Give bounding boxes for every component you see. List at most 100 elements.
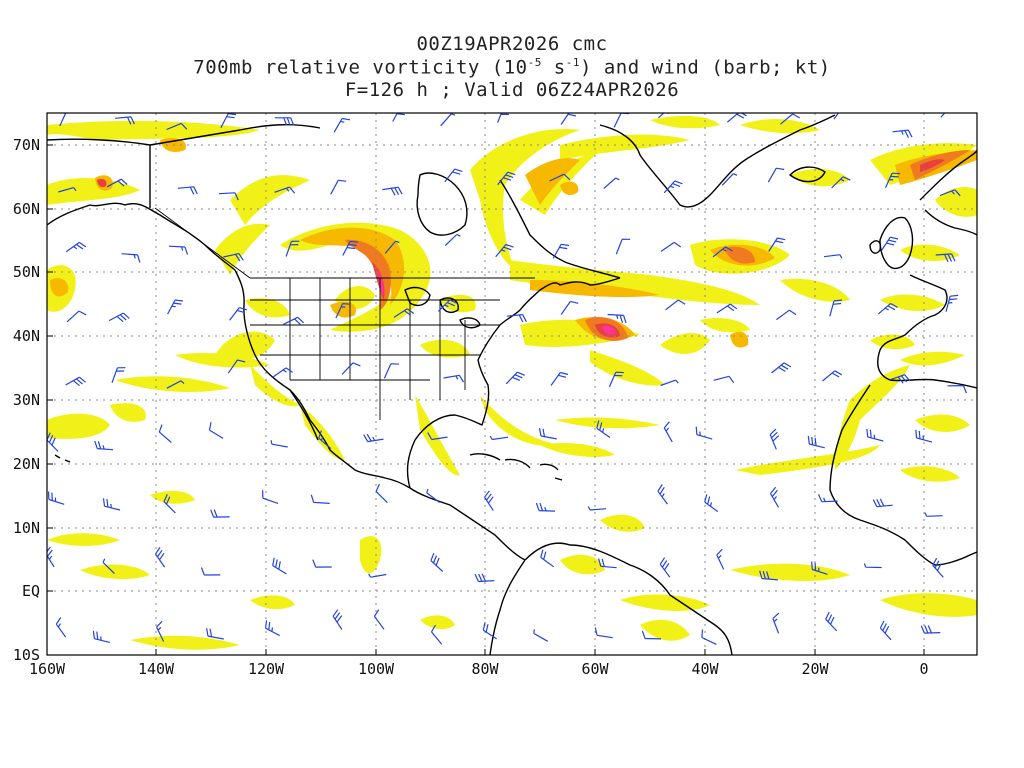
wind-barb: [310, 494, 330, 504]
lon-label-80w: 80W: [471, 660, 499, 678]
wind-barb: [615, 238, 631, 255]
lon-label-160w: 160W: [29, 660, 66, 678]
wind-barb: [163, 494, 176, 514]
wind-barb: [283, 316, 305, 325]
wind-barb: [444, 233, 461, 247]
wind-barb: [889, 374, 911, 384]
wind-barb: [155, 547, 166, 568]
lat-label-60n: 60N: [13, 200, 40, 218]
wind-barb: [206, 628, 224, 640]
wind-barb: [712, 246, 733, 258]
wind-barb: [495, 243, 514, 258]
map-title-line3: F=126 h ; Valid 06Z24APR2026: [344, 79, 680, 101]
wind-barb: [274, 186, 296, 194]
wind-barb: [156, 620, 165, 642]
wind-barb: [430, 624, 443, 645]
wind-barb: [726, 113, 747, 123]
lon-label-140w: 140W: [138, 660, 175, 678]
wind-barb: [158, 424, 172, 443]
wind-barb: [484, 490, 494, 511]
wind-barb: [878, 302, 898, 315]
wind-barb: [102, 498, 121, 511]
wind-barb: [607, 313, 627, 324]
wind-barb: [335, 303, 351, 319]
wind-barb: [265, 620, 281, 637]
wind-barb: [780, 113, 800, 125]
wind-barb: [924, 512, 943, 517]
wind-barb: [505, 371, 525, 385]
wind-barb: [382, 186, 403, 196]
wind-barb: [166, 122, 188, 131]
wind-barb: [312, 559, 332, 568]
wind-barb: [272, 557, 287, 575]
wind-barb: [716, 548, 725, 570]
wind-barb: [945, 294, 959, 312]
wind-barbs: [47, 113, 967, 645]
wind-barb: [285, 240, 300, 257]
lon-label-60w: 60W: [581, 660, 609, 678]
latitude-labels: 70N 60N 50N 40N 30N 20N 10N EQ 10S: [13, 136, 40, 664]
wind-barb: [613, 113, 630, 128]
wind-barb: [663, 180, 683, 194]
wind-barb: [759, 570, 778, 581]
state-boundaries: [154, 207, 535, 420]
wind-barb: [392, 113, 405, 122]
wind-barb: [426, 488, 440, 503]
lat-label-eq: EQ: [22, 582, 40, 600]
wind-barb: [482, 622, 497, 640]
map-plot-area: [47, 113, 977, 655]
wind-barb: [608, 371, 624, 388]
wind-barb: [776, 309, 797, 321]
wind-barb: [167, 299, 184, 315]
wind-barb: [701, 629, 717, 645]
wind-barb: [915, 429, 933, 443]
wind-barb: [66, 310, 87, 323]
wind-barb: [108, 312, 130, 323]
lon-label-20w: 20W: [801, 660, 829, 678]
lon-label-0: 0: [919, 660, 928, 678]
wind-barb: [940, 113, 946, 118]
wind-barb: [772, 612, 780, 634]
vorticity-shading: [47, 115, 977, 650]
wind-barb: [59, 113, 67, 127]
wind-barb: [274, 117, 295, 126]
wind-barb: [823, 254, 843, 259]
wind-barb: [818, 494, 838, 503]
wind-barb: [437, 299, 458, 312]
wind-barb: [272, 367, 293, 378]
wind-barb: [822, 370, 843, 382]
wind-barb: [587, 506, 607, 511]
wind-barb: [506, 314, 527, 323]
wind-barb: [880, 236, 899, 251]
wind-barb: [594, 627, 613, 639]
wind-barb: [768, 237, 786, 252]
wind-barb: [115, 116, 135, 125]
wind-barb: [807, 436, 825, 449]
wind-barb: [829, 299, 843, 317]
wind-barb: [535, 502, 556, 512]
wind-barb: [65, 376, 86, 387]
axis-ticks: [46, 144, 925, 656]
lon-label-100w: 100W: [358, 660, 395, 678]
longitude-labels: 160W 140W 120W 100W 80W 60W 40W 20W 0: [29, 660, 929, 678]
wind-barb: [550, 371, 569, 386]
wind-barb: [443, 374, 465, 383]
lat-label-30n: 30N: [13, 391, 40, 409]
wind-barb: [769, 428, 780, 450]
wind-barb: [497, 113, 509, 123]
wind-barb: [884, 172, 901, 188]
wind-barb: [47, 432, 59, 452]
wind-barb: [939, 189, 961, 197]
lat-label-20n: 20N: [13, 455, 40, 473]
wind-barb: [603, 177, 620, 190]
lat-label-10n: 10N: [13, 519, 40, 537]
wind-barb: [704, 494, 719, 512]
wind-barb: [227, 359, 246, 374]
wind-barb: [713, 375, 735, 384]
lon-label-120w: 120W: [248, 660, 285, 678]
wind-barb: [341, 362, 361, 375]
wind-barb: [660, 379, 679, 387]
wind-barb: [552, 243, 570, 259]
wind-barb: [333, 117, 351, 133]
